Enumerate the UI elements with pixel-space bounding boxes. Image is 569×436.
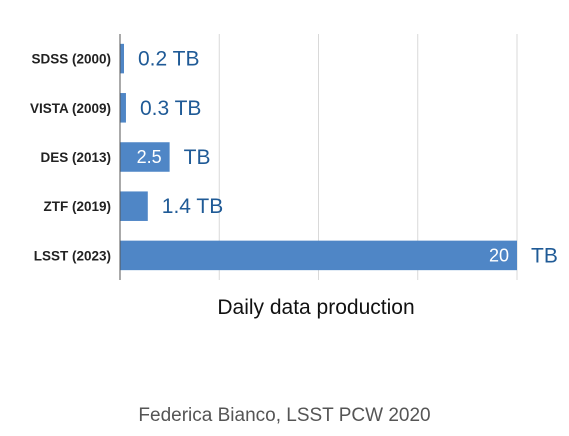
- value-label: TB: [184, 146, 211, 169]
- value-label: TB: [531, 244, 558, 267]
- credit-text: Federica Bianco, LSST PCW 2020: [138, 405, 431, 426]
- category-label: ZTF (2019): [43, 199, 111, 214]
- category-label: VISTA (2009): [30, 101, 111, 116]
- bars: [120, 43, 517, 271]
- value-label: 0.3 TB: [140, 97, 201, 120]
- bar: [120, 240, 517, 271]
- category-label: DES (2013): [40, 150, 111, 165]
- value-label-inside: 20: [489, 245, 509, 265]
- category-label: LSST (2023): [34, 248, 111, 263]
- value-label: 0.2 TB: [138, 48, 199, 71]
- value-label-inside: 2.5: [137, 147, 162, 167]
- bar: [120, 93, 126, 123]
- category-label: SDSS (2000): [31, 52, 111, 67]
- value-label: 1.4 TB: [162, 195, 223, 218]
- x-axis-label: Daily data production: [217, 296, 414, 319]
- bar: [120, 43, 124, 74]
- bar: [120, 191, 148, 221]
- bar: [120, 142, 170, 172]
- gridlines: [218, 34, 518, 280]
- labels: SDSS (2000) 0.2 TB VISTA (2009) 0.3 TB DES (…: [30, 48, 558, 268]
